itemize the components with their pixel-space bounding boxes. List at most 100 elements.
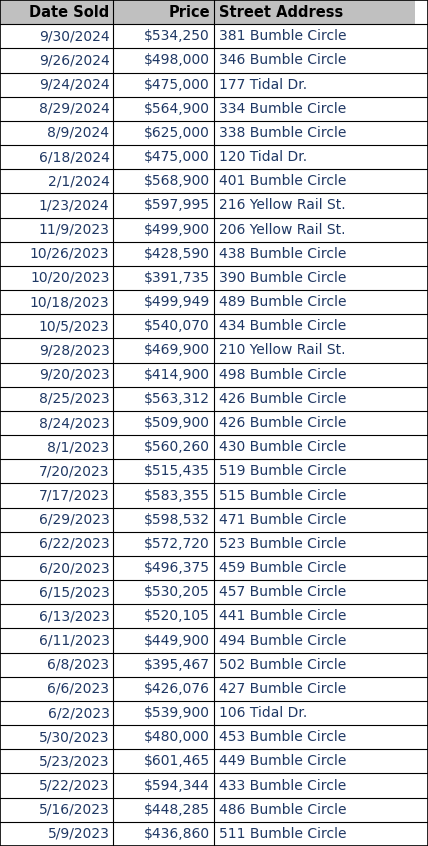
Text: $428,590: $428,590 xyxy=(144,247,210,261)
Text: $498,000: $498,000 xyxy=(144,53,210,68)
Text: 9/30/2024: 9/30/2024 xyxy=(39,30,110,43)
Text: 5/22/2023: 5/22/2023 xyxy=(39,778,110,793)
Text: $530,205: $530,205 xyxy=(144,585,210,599)
Bar xyxy=(0,194,113,217)
Text: $601,465: $601,465 xyxy=(144,755,210,768)
Bar xyxy=(0,483,113,508)
Text: $436,860: $436,860 xyxy=(144,827,210,841)
Bar xyxy=(113,48,214,73)
Text: 9/24/2024: 9/24/2024 xyxy=(39,78,110,91)
Bar xyxy=(0,96,113,121)
Bar xyxy=(214,459,415,483)
Bar xyxy=(0,556,113,580)
Text: 6/8/2023: 6/8/2023 xyxy=(48,657,110,672)
Bar xyxy=(0,677,113,701)
Text: $480,000: $480,000 xyxy=(144,730,210,744)
Text: 511 Bumble Circle: 511 Bumble Circle xyxy=(219,827,347,841)
Bar xyxy=(113,242,214,266)
Text: 334 Bumble Circle: 334 Bumble Circle xyxy=(219,102,346,116)
Text: 438 Bumble Circle: 438 Bumble Circle xyxy=(219,247,346,261)
Bar xyxy=(113,483,214,508)
Bar xyxy=(214,73,415,96)
Bar xyxy=(113,0,214,25)
Text: 6/2/2023: 6/2/2023 xyxy=(48,706,110,720)
Text: $426,076: $426,076 xyxy=(144,682,210,696)
Text: 10/18/2023: 10/18/2023 xyxy=(30,295,110,309)
Bar xyxy=(214,677,415,701)
Bar xyxy=(113,798,214,821)
Bar xyxy=(113,821,214,846)
Bar xyxy=(0,580,113,604)
Bar xyxy=(0,217,113,242)
Text: 5/30/2023: 5/30/2023 xyxy=(39,730,110,744)
Bar xyxy=(214,556,415,580)
Bar xyxy=(214,483,415,508)
Bar xyxy=(0,629,113,652)
Bar xyxy=(113,773,214,798)
Bar xyxy=(214,798,415,821)
Bar xyxy=(113,387,214,411)
Bar xyxy=(214,96,415,121)
Bar xyxy=(214,145,415,169)
Text: 6/6/2023: 6/6/2023 xyxy=(48,682,110,696)
Bar xyxy=(214,338,415,363)
Text: 2/1/2024: 2/1/2024 xyxy=(48,174,110,189)
Bar xyxy=(113,508,214,532)
Text: 177 Tidal Dr.: 177 Tidal Dr. xyxy=(219,78,307,91)
Bar xyxy=(113,459,214,483)
Bar xyxy=(214,290,415,314)
Text: 8/9/2024: 8/9/2024 xyxy=(48,126,110,140)
Text: 515 Bumble Circle: 515 Bumble Circle xyxy=(219,488,346,503)
Bar xyxy=(214,169,415,194)
Bar xyxy=(214,411,415,435)
Bar xyxy=(214,0,415,25)
Bar xyxy=(0,145,113,169)
Text: $414,900: $414,900 xyxy=(144,368,210,382)
Bar xyxy=(214,773,415,798)
Text: 10/26/2023: 10/26/2023 xyxy=(30,247,110,261)
Text: $597,995: $597,995 xyxy=(144,199,210,212)
Bar xyxy=(0,25,113,48)
Text: 449 Bumble Circle: 449 Bumble Circle xyxy=(219,755,346,768)
Bar xyxy=(214,604,415,629)
Text: 11/9/2023: 11/9/2023 xyxy=(39,222,110,237)
Text: 523 Bumble Circle: 523 Bumble Circle xyxy=(219,537,346,551)
Bar xyxy=(113,121,214,145)
Bar xyxy=(0,411,113,435)
Text: 9/28/2023: 9/28/2023 xyxy=(39,343,110,358)
Bar xyxy=(113,25,214,48)
Text: 6/20/2023: 6/20/2023 xyxy=(39,561,110,575)
Bar xyxy=(113,556,214,580)
Bar xyxy=(0,750,113,773)
Text: $540,070: $540,070 xyxy=(144,319,210,333)
Bar xyxy=(0,604,113,629)
Bar xyxy=(0,338,113,363)
Bar xyxy=(214,194,415,217)
Text: 459 Bumble Circle: 459 Bumble Circle xyxy=(219,561,346,575)
Bar xyxy=(113,266,214,290)
Text: $496,375: $496,375 xyxy=(144,561,210,575)
Bar xyxy=(0,701,113,725)
Bar xyxy=(113,363,214,387)
Text: 9/20/2023: 9/20/2023 xyxy=(39,368,110,382)
Text: 7/17/2023: 7/17/2023 xyxy=(39,488,110,503)
Text: $564,900: $564,900 xyxy=(144,102,210,116)
Bar xyxy=(113,314,214,338)
Text: $534,250: $534,250 xyxy=(144,30,210,43)
Text: $391,735: $391,735 xyxy=(144,271,210,285)
Text: $395,467: $395,467 xyxy=(144,657,210,672)
Text: $475,000: $475,000 xyxy=(144,150,210,164)
Bar xyxy=(0,290,113,314)
Bar xyxy=(214,387,415,411)
Text: 10/20/2023: 10/20/2023 xyxy=(30,271,110,285)
Bar xyxy=(113,435,214,459)
Bar xyxy=(214,363,415,387)
Text: $515,435: $515,435 xyxy=(144,464,210,478)
Text: $563,312: $563,312 xyxy=(144,392,210,406)
Text: Date Sold: Date Sold xyxy=(29,4,110,19)
Bar xyxy=(0,266,113,290)
Text: $594,344: $594,344 xyxy=(144,778,210,793)
Text: 494 Bumble Circle: 494 Bumble Circle xyxy=(219,634,346,647)
Text: 453 Bumble Circle: 453 Bumble Circle xyxy=(219,730,346,744)
Text: 486 Bumble Circle: 486 Bumble Circle xyxy=(219,803,347,816)
